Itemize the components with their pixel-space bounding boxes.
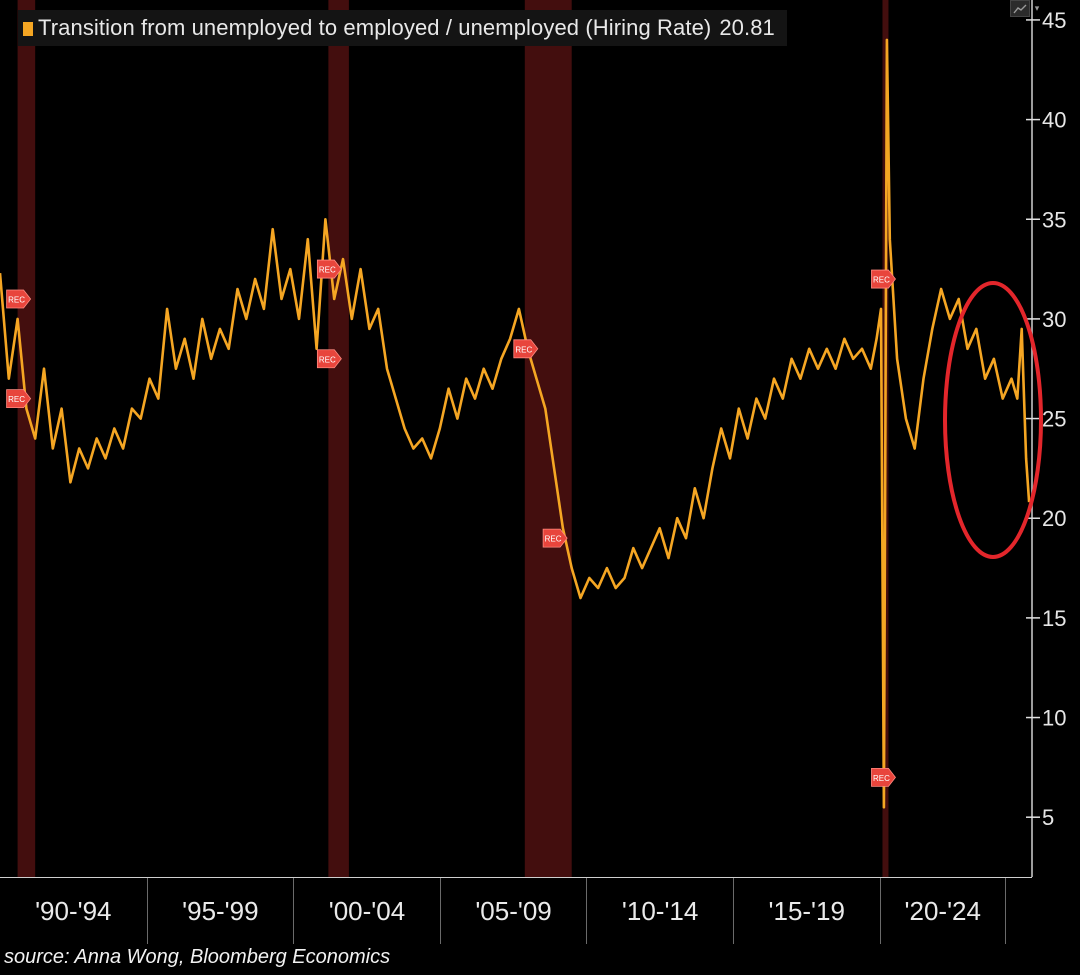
rec-marker-shape [871, 767, 896, 787]
rec-marker[interactable]: REC [6, 389, 32, 409]
rec-marker-shape [316, 349, 342, 369]
y-tick-label: 45 [1042, 8, 1066, 33]
highlight-annotation [943, 281, 1043, 559]
rec-marker-label: REC [873, 276, 890, 285]
rec-marker-shape [316, 259, 342, 279]
chart-legend[interactable]: Transition from unemployed to employed /… [18, 10, 787, 46]
rec-marker-shape [6, 389, 32, 409]
y-tick-label: 35 [1042, 207, 1066, 232]
x-period-label: '95-'99 [146, 878, 294, 944]
x-period-label: '90-'94 [35, 895, 112, 926]
y-tick-label: 30 [1042, 307, 1066, 332]
x-period-label: '05-'09 [439, 878, 587, 944]
legend-swatch [23, 22, 33, 36]
rec-marker[interactable]: REC [542, 528, 568, 548]
rec-marker-shape [6, 289, 32, 309]
chart-toolbar: ▾ [1010, 0, 1048, 18]
series-line-1 [0, 38, 1031, 809]
recession-band-1 [17, 0, 36, 877]
rec-marker[interactable]: REC [316, 349, 342, 369]
y-tick-label: 15 [1042, 606, 1066, 631]
rec-marker-label: REC [545, 535, 562, 544]
rec-marker-label: REC [319, 355, 336, 364]
source-note: source: Anna Wong, Bloomberg Economics [4, 946, 391, 968]
x-period-label: '20-'24 [879, 878, 1005, 944]
legend-last-value: 20.81 [719, 15, 775, 40]
x-axis: '90-'94 '95-'99'00-'04'05-'09'10-'14'15-'… [0, 877, 1032, 944]
y-tick-label: 20 [1042, 506, 1066, 531]
rec-marker-label: REC [8, 295, 25, 304]
rec-marker[interactable]: REC [871, 767, 896, 787]
rec-marker-label: REC [873, 774, 890, 783]
line-chart-icon[interactable] [1010, 0, 1030, 17]
rec-marker[interactable]: REC [316, 259, 342, 279]
x-period-label: '00-'04 [293, 878, 440, 944]
rec-marker[interactable]: REC [6, 289, 32, 309]
recession-bands [17, 0, 889, 877]
rec-marker-label: REC [515, 345, 532, 354]
x-axis-end-tick [1005, 878, 1006, 944]
legend-label: Transition from unemployed to employed /… [38, 15, 712, 40]
rec-marker[interactable]: REC [513, 339, 539, 359]
recession-markers: REC REC REC REC REC REC REC REC [6, 259, 896, 787]
recession-band-3 [524, 0, 572, 877]
chevron-down-icon[interactable]: ▾ [1034, 3, 1040, 13]
highlight-ellipse [943, 281, 1043, 559]
y-axis: 5 10 15 20 25 30 35 40 45 [1026, 0, 1066, 877]
y-tick-label: 25 [1042, 407, 1066, 432]
rec-marker-shape [513, 339, 539, 359]
rec-marker[interactable]: REC [871, 269, 896, 289]
x-period-label: '15-'19 [732, 878, 880, 944]
x-period-label: '10-'14 [586, 878, 733, 944]
rec-marker-label: REC [8, 395, 25, 404]
rec-marker-shape [542, 528, 568, 548]
rec-marker-label: REC [319, 266, 336, 275]
rec-marker-shape [871, 269, 896, 289]
y-tick-label: 40 [1042, 108, 1066, 133]
series-line [0, 38, 1031, 809]
recession-band-2 [328, 0, 349, 877]
y-tick-label: 10 [1042, 706, 1066, 731]
y-tick-label: 5 [1042, 805, 1054, 830]
